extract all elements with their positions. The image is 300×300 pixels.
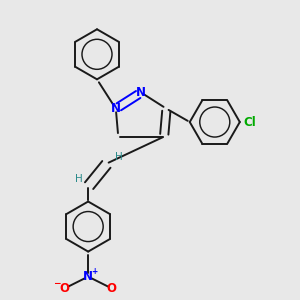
Text: H: H — [76, 174, 83, 184]
Text: H: H — [115, 152, 122, 162]
Text: N: N — [136, 86, 146, 99]
Text: Cl: Cl — [243, 116, 256, 128]
Text: N: N — [83, 270, 93, 283]
Text: O: O — [107, 282, 117, 295]
Text: O: O — [60, 282, 70, 295]
Text: −: − — [53, 279, 61, 288]
Text: N: N — [111, 102, 121, 115]
Text: +: + — [92, 267, 98, 276]
